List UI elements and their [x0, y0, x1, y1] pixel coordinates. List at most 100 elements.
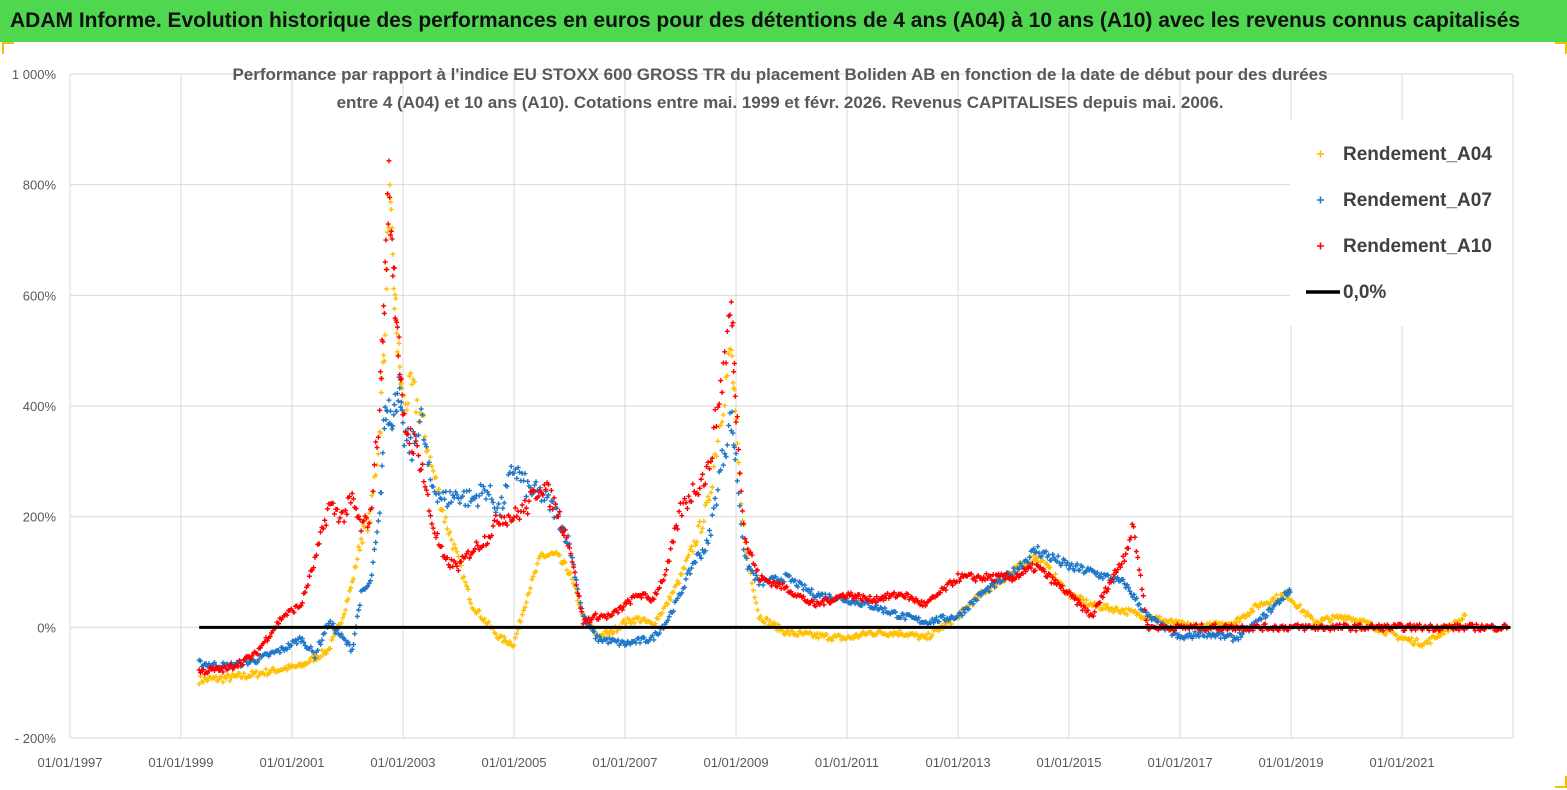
data-point [447, 529, 453, 535]
data-point [546, 492, 552, 498]
data-point [395, 353, 401, 359]
data-point [489, 496, 495, 502]
data-point [1042, 569, 1048, 575]
y-tick-label: 800% [23, 178, 57, 193]
data-point [224, 667, 230, 673]
data-point [1027, 554, 1033, 560]
data-point [409, 381, 415, 387]
data-point [780, 628, 786, 634]
data-point [555, 514, 561, 520]
data-point [212, 667, 218, 673]
data-point [396, 334, 402, 340]
data-point [733, 451, 739, 457]
selection-handle[interactable] [1555, 776, 1567, 788]
data-point [342, 507, 348, 513]
series-Rendement_A04 [196, 182, 1468, 687]
data-point [550, 499, 556, 505]
data-point [386, 397, 392, 403]
data-point [320, 526, 326, 532]
x-tick-label: 01/01/2001 [259, 755, 324, 770]
data-point [718, 467, 724, 473]
data-point [288, 642, 294, 648]
data-point [370, 559, 376, 565]
data-point [450, 546, 456, 552]
data-point [462, 579, 468, 585]
selection-handle[interactable] [1555, 42, 1567, 54]
data-point [760, 582, 766, 588]
data-point [1199, 621, 1205, 627]
data-point [393, 296, 399, 302]
data-point [500, 521, 506, 527]
data-point [507, 514, 513, 520]
data-point [448, 557, 454, 563]
data-point [615, 637, 621, 643]
selection-handle[interactable] [2, 42, 14, 54]
data-point [430, 525, 436, 531]
data-point [641, 635, 647, 641]
data-point [501, 634, 507, 640]
data-point [859, 598, 865, 604]
data-point [832, 597, 838, 603]
data-point [311, 658, 317, 664]
data-point [1009, 578, 1015, 584]
data-point [605, 631, 611, 637]
data-point [882, 605, 888, 611]
data-point [214, 664, 220, 670]
data-point [561, 532, 567, 538]
data-point [525, 478, 531, 484]
data-point [430, 468, 436, 474]
data-point [1131, 592, 1137, 598]
data-point [395, 398, 401, 404]
data-point [319, 637, 325, 643]
data-point [851, 635, 857, 641]
data-point [848, 590, 854, 596]
data-point [367, 578, 373, 584]
data-point [687, 547, 693, 553]
data-point [591, 629, 597, 635]
data-point [1127, 588, 1133, 594]
data-point [427, 477, 433, 483]
data-point [334, 506, 340, 512]
data-point [737, 503, 743, 509]
data-point [1120, 576, 1126, 582]
data-point [764, 616, 770, 622]
data-point [478, 482, 484, 488]
data-point [722, 451, 728, 457]
data-point [390, 251, 396, 257]
x-tick-label: 01/01/2015 [1036, 755, 1101, 770]
data-point [389, 225, 395, 231]
data-point [228, 661, 234, 667]
data-point [444, 555, 450, 561]
data-point [392, 292, 398, 298]
data-point [816, 635, 822, 641]
data-point [213, 673, 219, 679]
data-point [350, 642, 356, 648]
data-point [457, 500, 463, 506]
data-point [342, 637, 348, 643]
data-point [569, 559, 575, 565]
data-point [1109, 576, 1115, 582]
data-point [704, 537, 710, 543]
data-point [1276, 600, 1282, 606]
data-point [1077, 567, 1083, 573]
data-point [923, 603, 929, 609]
data-point [682, 584, 688, 590]
data-point [575, 598, 581, 604]
data-point [726, 351, 732, 357]
data-point [706, 497, 712, 503]
data-point [748, 549, 754, 555]
data-point [521, 607, 527, 613]
data-point [388, 206, 394, 212]
data-point [676, 580, 682, 586]
data-point [453, 489, 459, 495]
data-point [536, 493, 542, 499]
data-point [421, 437, 427, 443]
data-point [430, 484, 436, 490]
data-point [780, 581, 786, 587]
data-point [309, 654, 315, 660]
data-point [249, 653, 255, 659]
data-point [619, 607, 625, 613]
data-point [525, 511, 531, 517]
data-point [666, 594, 672, 600]
data-point [276, 621, 282, 627]
